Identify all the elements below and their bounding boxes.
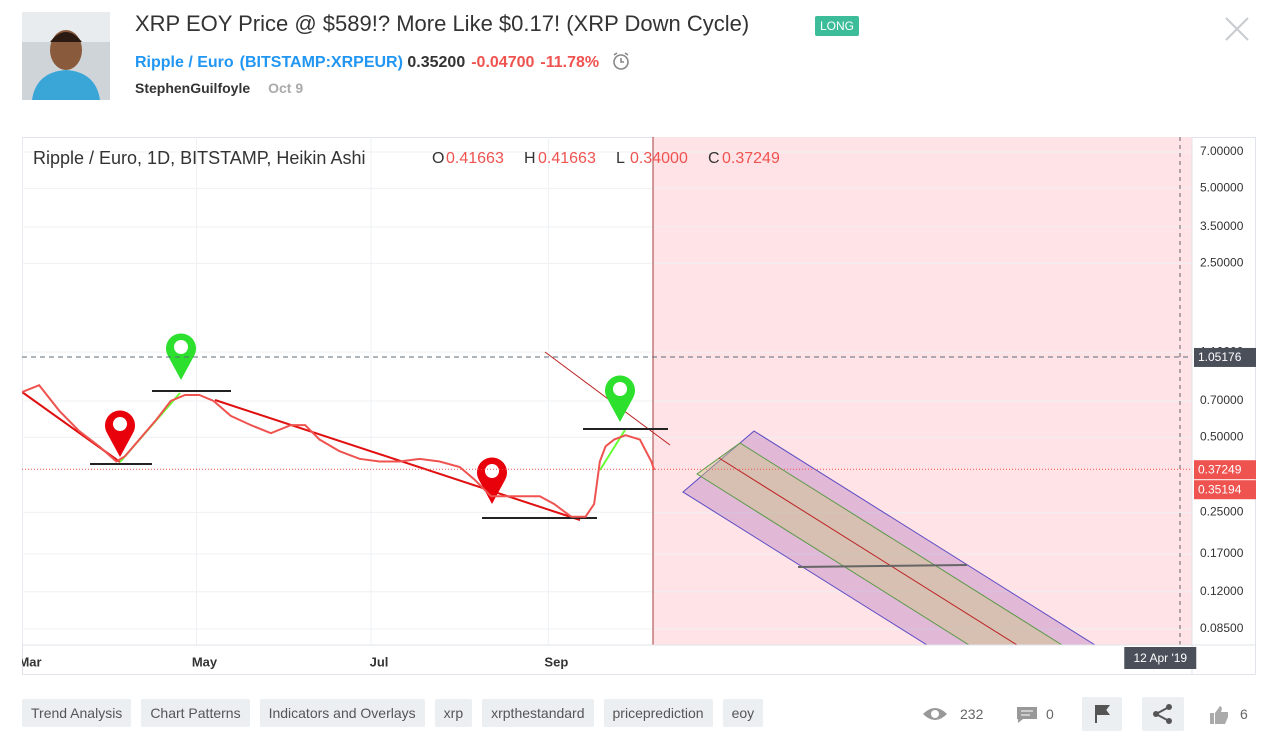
price: 0.35200: [407, 54, 466, 71]
ohlc-value: 0.41663: [446, 150, 504, 167]
price-label-box: [1194, 347, 1256, 367]
price-label-box: [1194, 460, 1256, 480]
y-tick-label: 3.50000: [1200, 219, 1244, 233]
ohlc-value: 0.41663: [538, 150, 596, 167]
x-tick-label: Jul: [370, 654, 389, 669]
price-label-box: [1194, 480, 1256, 500]
date: Oct 9: [268, 80, 304, 96]
ohlc-key: H: [524, 150, 536, 167]
tag[interactable]: Indicators and Overlays: [259, 699, 425, 727]
symbol-name[interactable]: Ripple / Euro: [135, 54, 234, 71]
avatar: [22, 12, 110, 100]
author[interactable]: StephenGuilfoyle: [135, 80, 251, 96]
crosshair-label: 12 Apr '19: [1133, 651, 1187, 665]
y-tick-label: 5.00000: [1200, 181, 1244, 195]
crosshair-label-box: [1124, 647, 1197, 669]
y-tick-label: 0.08500: [1200, 621, 1244, 635]
y-tick-label: 2.50000: [1200, 255, 1244, 269]
tag[interactable]: Trend Analysis: [22, 699, 132, 727]
ohlc-key: C: [708, 150, 720, 167]
tag[interactable]: xrpthestandard: [482, 699, 594, 727]
exchange[interactable]: BITSTAMP:XRPEUR: [245, 54, 398, 71]
tag[interactable]: Chart Patterns: [141, 699, 250, 727]
y-tick-label: 0.50000: [1200, 430, 1244, 444]
ohlc-key: O: [432, 150, 444, 167]
y-tick-label: 0.70000: [1200, 393, 1244, 407]
tag[interactable]: eoy: [722, 699, 764, 727]
ohlc-key: L: [616, 150, 625, 167]
x-tick-label: May: [192, 654, 218, 669]
tags: Trend Analysis Chart Patterns Indicators a…: [22, 699, 764, 727]
views-icon: [923, 708, 947, 720]
y-tick-label: 0.17000: [1200, 546, 1244, 560]
comments: 0: [1046, 706, 1054, 722]
price-label: 1.05176: [1198, 350, 1242, 364]
idea-title: XRP EOY Price @ $589!? More Like $0.17! …: [135, 11, 750, 36]
long-badge: LONG: [815, 16, 860, 36]
y-tick-label: 0.25000: [1200, 504, 1244, 518]
share-button[interactable]: [1142, 697, 1184, 731]
price-label: 0.35194: [1198, 482, 1242, 496]
close-button[interactable]: [1224, 16, 1250, 42]
ohlc-value: 0.37249: [722, 150, 780, 167]
change: -0.04700: [471, 54, 535, 71]
ohlc-value: 0.34000: [630, 150, 688, 167]
change-pct: -11.78%: [540, 54, 600, 71]
y-tick-label: 7.00000: [1200, 144, 1244, 158]
price-label: 0.37249: [1198, 462, 1242, 476]
views: 232: [960, 706, 984, 722]
x-tick-label: Sep: [544, 654, 568, 669]
author-line: StephenGuilfoyle Oct 9: [135, 80, 303, 96]
chart: Ripple / Euro, 1D, BITSTAMP, Heikin Ashi…: [22, 137, 1256, 675]
comments-icon[interactable]: [1016, 706, 1038, 724]
x-tick-label: Mar: [22, 654, 42, 669]
flag-button[interactable]: [1082, 697, 1122, 731]
tag[interactable]: xrp: [434, 699, 473, 727]
alarm-icon[interactable]: [610, 50, 632, 72]
y-tick-label: 0.12000: [1200, 584, 1244, 598]
symbol-exchange[interactable]: (BITSTAMP:XRPEUR): [239, 54, 403, 71]
future-zone: [653, 137, 1192, 645]
tag[interactable]: priceprediction: [603, 699, 713, 727]
like-icon[interactable]: [1208, 704, 1230, 726]
likes: 6: [1240, 706, 1248, 722]
symbol-line: Ripple / Euro (BITSTAMP:XRPEUR) 0.35200 -0…: [135, 50, 632, 72]
legend-symbol: Ripple / Euro, 1D, BITSTAMP, Heikin Ashi: [33, 148, 365, 168]
price-line: [22, 383, 656, 518]
